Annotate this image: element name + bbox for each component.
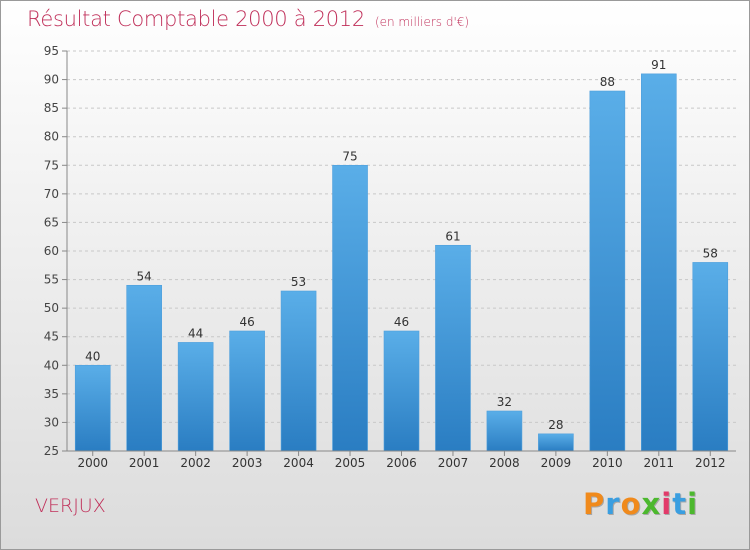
logo-letter: o [620, 487, 642, 521]
data-label: 75 [342, 149, 357, 163]
x-tick-label: 2002 [180, 456, 211, 470]
chart-title-text: Résultat Comptable 2000 à 2012 [27, 7, 365, 31]
bar [74, 364, 111, 452]
data-label: 91 [651, 58, 666, 72]
y-tick-label: 45 [44, 330, 59, 344]
bar [538, 433, 574, 452]
place-name: VERJUX [35, 495, 106, 517]
bars [74, 73, 729, 452]
x-tick-label: 2003 [232, 456, 263, 470]
y-tick-label: 40 [44, 358, 59, 372]
y-tick-label: 90 [44, 73, 59, 87]
x-tick-label: 2009 [541, 456, 572, 470]
x-axis-ticks: 2000 2001 2002 2003 2004 2005 2006 2007 2008 2009… [67, 450, 736, 470]
bar [332, 164, 368, 452]
bar [692, 262, 729, 452]
data-label: 58 [703, 246, 718, 260]
bar [177, 342, 214, 452]
y-tick-label: 65 [44, 215, 59, 229]
y-axis-ticks: 25 30 35 40 45 50 55 60 65 70 75 80 85 90 95 [44, 44, 68, 458]
x-tick-label: 2012 [695, 456, 726, 470]
x-tick-label: 2000 [77, 456, 108, 470]
data-label: 88 [600, 75, 615, 89]
data-label: 61 [445, 229, 460, 243]
data-label: 46 [394, 315, 409, 329]
y-tick-label: 95 [44, 44, 59, 58]
x-tick-label: 2004 [283, 456, 314, 470]
y-tick-label: 35 [44, 387, 59, 401]
y-tick-label: 55 [44, 273, 59, 287]
y-tick-label: 25 [44, 444, 59, 458]
x-tick-label: 2006 [386, 456, 417, 470]
logo-letter: i [661, 487, 673, 521]
y-tick-label: 50 [44, 301, 59, 315]
x-tick-label: 2010 [592, 456, 623, 470]
proxiti-logo: Proxiti [583, 487, 698, 521]
logo-letter: t [672, 487, 688, 521]
x-tick-label: 2008 [489, 456, 520, 470]
bar [280, 290, 317, 452]
data-label: 28 [548, 418, 563, 432]
bar [229, 330, 265, 452]
bar [435, 244, 471, 452]
logo-letter: x [641, 487, 662, 521]
x-tick-label: 2001 [129, 456, 160, 470]
data-label: 54 [137, 269, 152, 283]
y-tick-label: 30 [44, 415, 59, 429]
y-tick-label: 70 [44, 187, 59, 201]
data-label: 53 [291, 275, 306, 289]
bar [589, 90, 626, 452]
bar [641, 73, 677, 452]
chart-title: Résultat Comptable 2000 à 2012 (en millie… [27, 7, 469, 31]
y-tick-label: 60 [44, 244, 59, 258]
x-tick-label: 2007 [438, 456, 469, 470]
bar [383, 330, 420, 452]
data-label: 40 [85, 349, 100, 363]
data-label: 44 [188, 326, 203, 340]
data-label: 46 [239, 315, 254, 329]
bar [486, 410, 523, 452]
x-tick-label: 2005 [335, 456, 366, 470]
y-tick-label: 75 [44, 158, 59, 172]
data-label: 32 [497, 395, 512, 409]
bar [126, 284, 162, 452]
logo-letter: P [583, 487, 606, 521]
y-tick-label: 80 [44, 130, 59, 144]
chart-subtitle: (en milliers d'€) [374, 15, 470, 29]
x-tick-label: 2011 [644, 456, 675, 470]
logo-letter: i [687, 487, 699, 521]
data-labels: 40 54 44 46 53 75 46 61 32 28 88 91 58 [85, 58, 718, 432]
logo-letter: r [605, 487, 621, 521]
y-tick-label: 85 [44, 101, 59, 115]
